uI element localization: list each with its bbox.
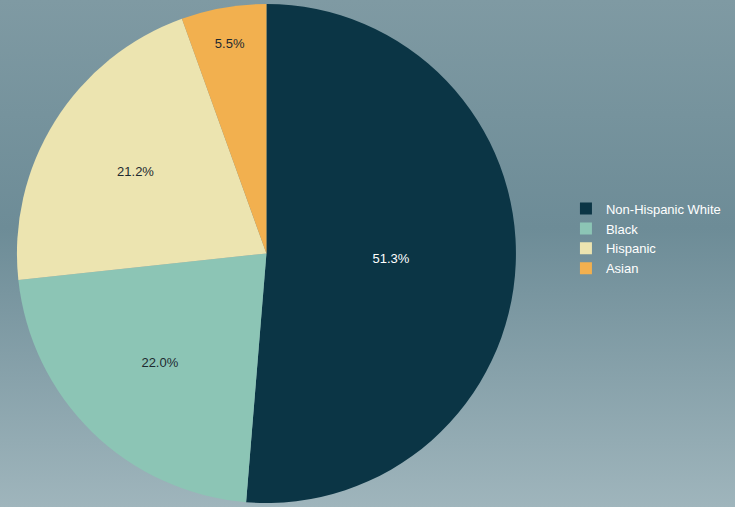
svg-text:51.3%: 51.3% [372,251,409,266]
svg-text:21.2%: 21.2% [117,164,154,179]
svg-text:Non-Hispanic White: Non-Hispanic White [606,202,721,217]
svg-text:Asian: Asian [606,261,639,276]
svg-text:22.0%: 22.0% [141,355,178,370]
svg-text:5.5%: 5.5% [215,36,245,51]
svg-text:Hispanic: Hispanic [606,241,656,256]
svg-text:Black: Black [606,222,638,237]
